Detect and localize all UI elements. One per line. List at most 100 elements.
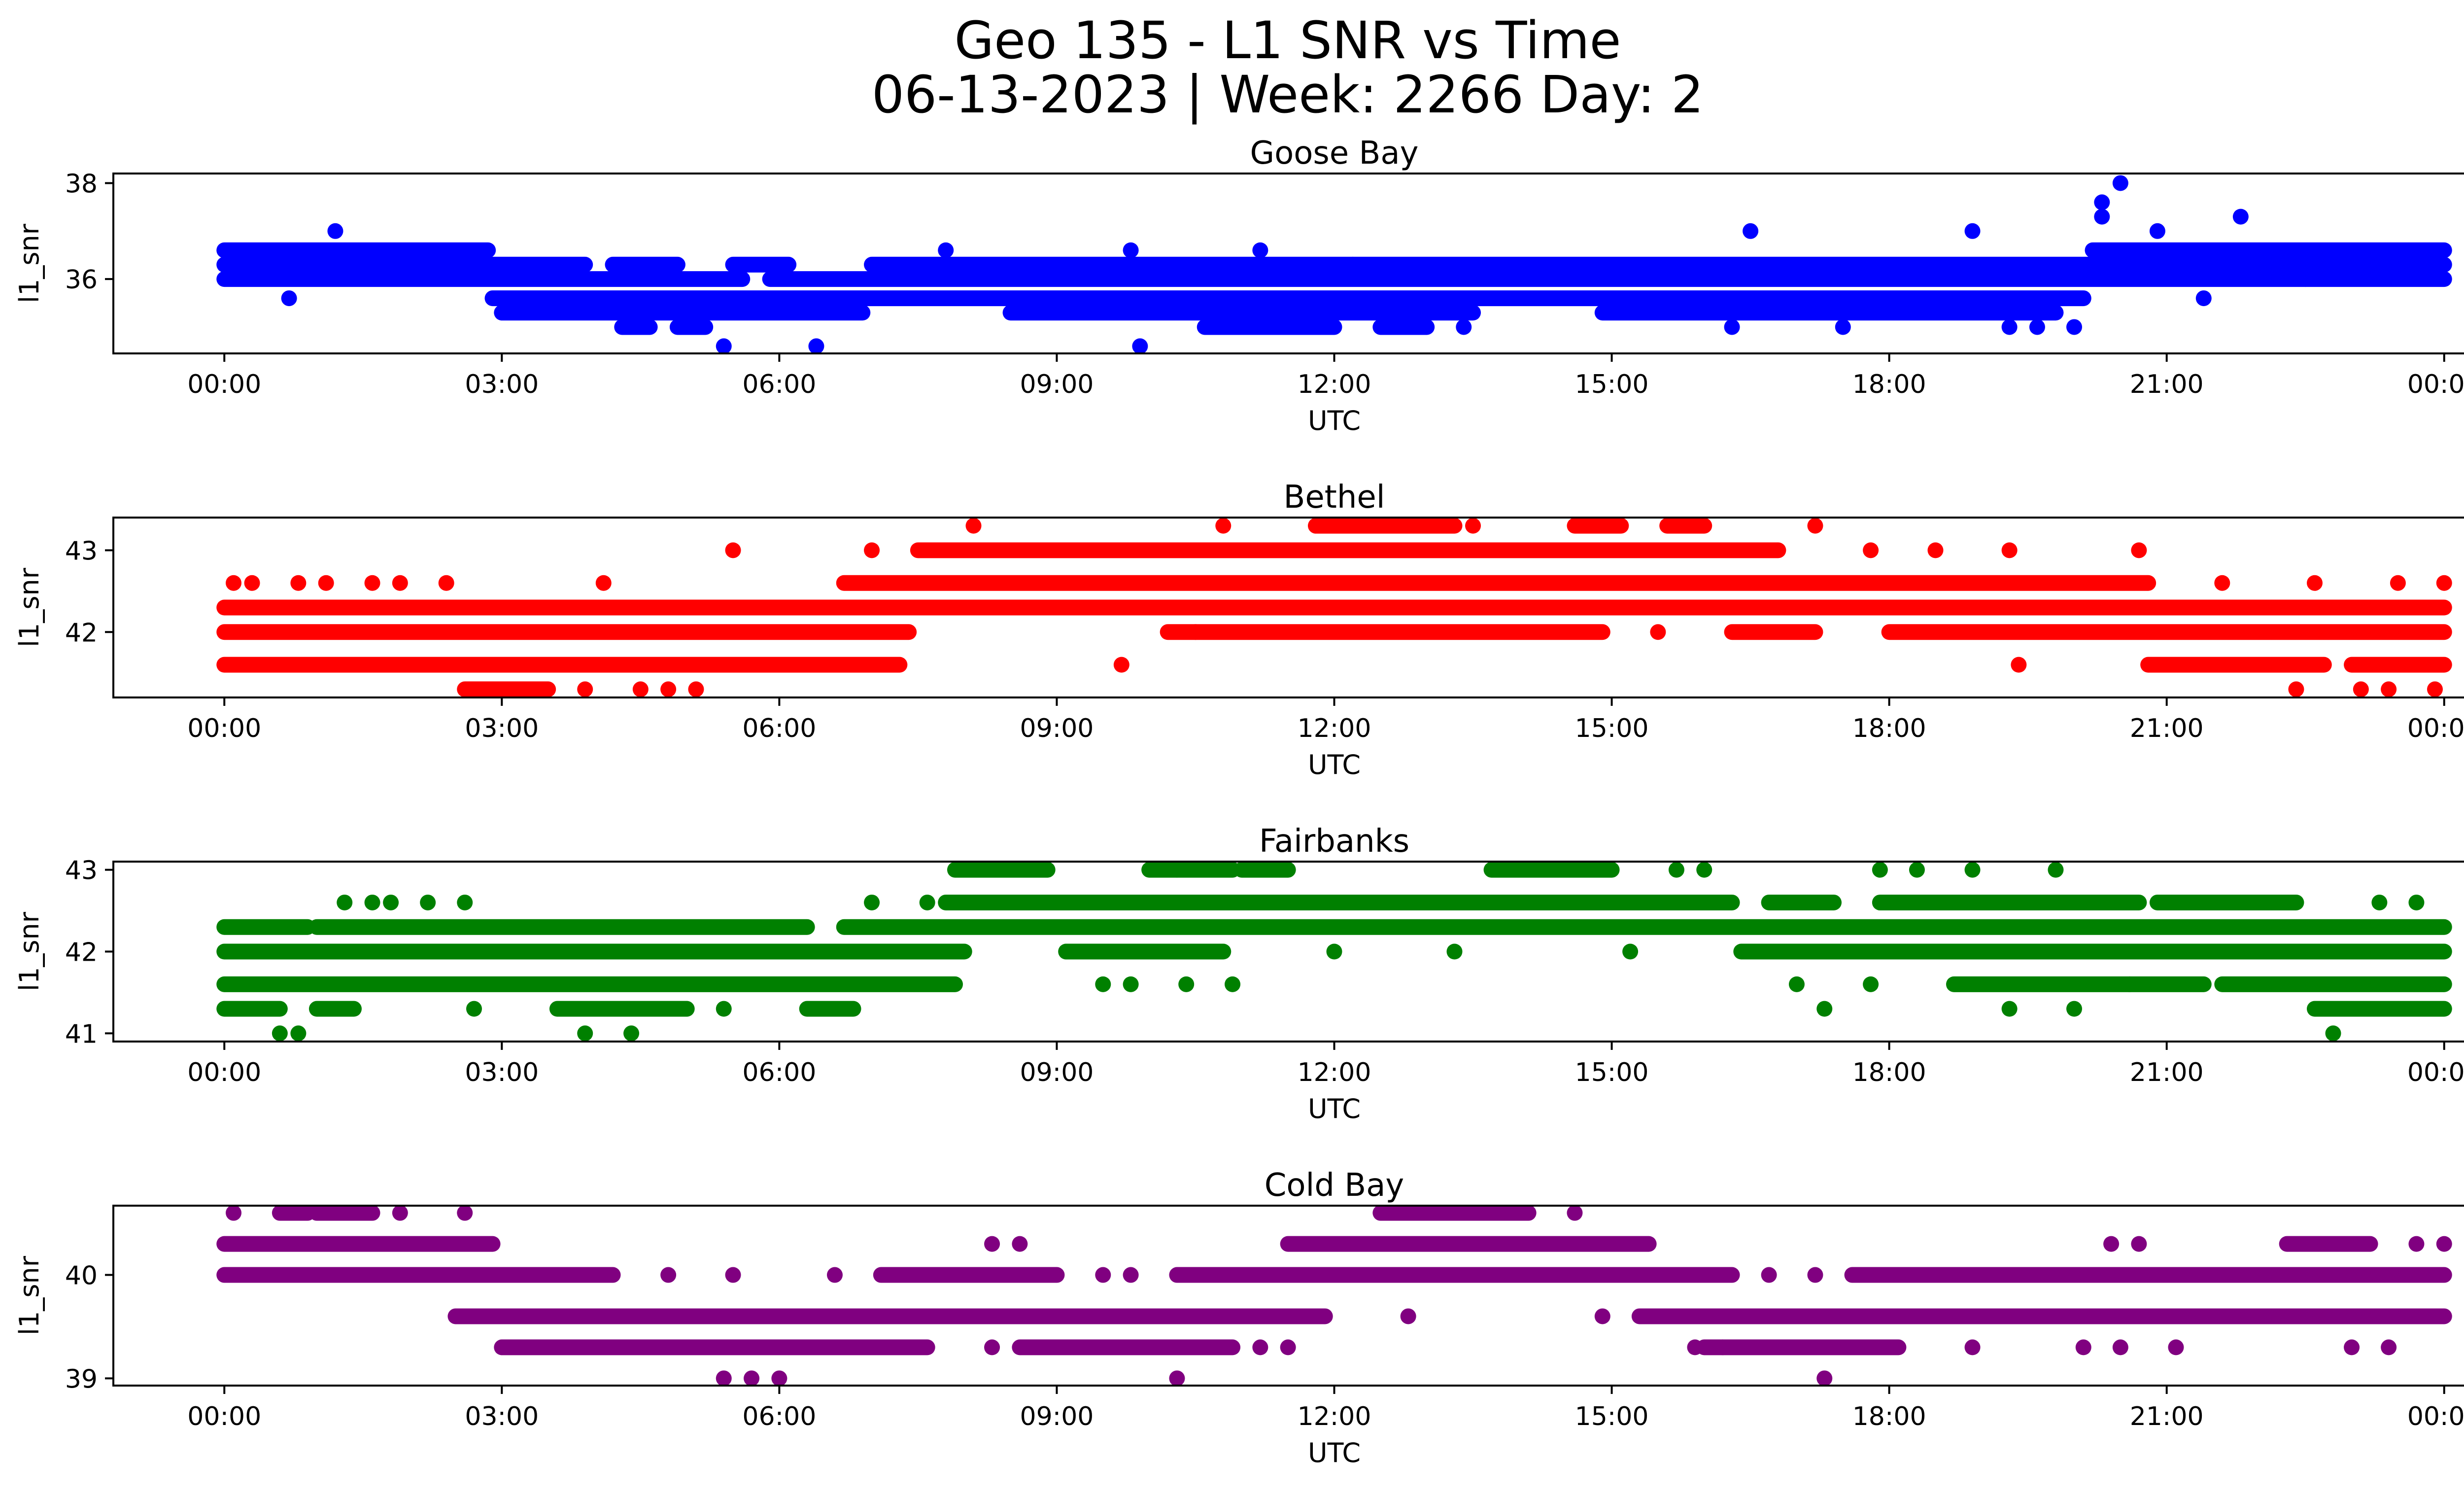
data-point: [864, 894, 880, 910]
data-point: [1761, 1267, 1777, 1283]
y-tick-label: 41: [65, 1019, 98, 1049]
data-point: [1132, 338, 1148, 353]
data-point: [272, 1025, 288, 1042]
data-point: [2001, 1001, 2018, 1017]
data-point: [290, 1025, 307, 1042]
subplot-bethel: Bethel 00:00 03:00 06:00 09:00 12:00 15:00 18:0…: [14, 479, 2464, 780]
data-point: [2149, 223, 2165, 239]
data-point: [1696, 862, 1712, 878]
subplot-title: Bethel: [1283, 479, 1385, 516]
x-tick-label: 15:00: [1575, 714, 1649, 743]
x-tick-label: 12:00: [1298, 714, 1371, 743]
x-axis-label: UTC: [1308, 1437, 1361, 1468]
y-axis-label: l1_snr: [14, 567, 45, 647]
x-tick-label: 09:00: [1020, 714, 1094, 743]
data-point: [392, 1206, 408, 1221]
data-points: [216, 518, 2452, 697]
data-point: [364, 894, 380, 910]
y-tick-label: 43: [65, 856, 98, 886]
data-point: [965, 518, 982, 534]
x-tick-label: 15:00: [1575, 370, 1649, 399]
data-point: [1567, 1206, 1583, 1221]
data-point: [383, 894, 399, 910]
data-point: [1465, 518, 1481, 534]
subplot-goose-bay: Goose Bay 00:00 03:00 06:00 09:00 12:00 15:00 1…: [14, 135, 2464, 436]
data-point: [2436, 575, 2452, 591]
y-axis-label: l1_snr: [14, 223, 45, 303]
data-point: [2344, 1339, 2360, 1356]
data-point: [392, 575, 408, 591]
data-point: [2195, 290, 2212, 307]
data-point: [2232, 209, 2249, 225]
data-point: [364, 575, 380, 591]
data-point: [2001, 542, 2018, 558]
y-tick-label: 42: [65, 938, 98, 968]
data-point: [1474, 599, 1490, 616]
data-point: [1123, 1267, 1139, 1283]
data-point: [2131, 1236, 2147, 1252]
data-point: [2122, 976, 2138, 992]
subplot-title: Fairbanks: [1259, 823, 1409, 860]
data-point: [1835, 319, 1851, 335]
data-point: [808, 338, 824, 353]
data-point: [225, 575, 241, 591]
data-point: [1012, 1236, 1028, 1252]
data-point: [466, 1001, 482, 1017]
x-tick-label: 18:00: [1852, 370, 1926, 399]
data-point: [2066, 1001, 2083, 1017]
x-tick-label: 18:00: [1852, 714, 1926, 743]
x-tick-label: 03:00: [465, 714, 539, 743]
data-point: [1446, 943, 1463, 960]
data-point: [2436, 1236, 2452, 1252]
x-tick-label: 15:00: [1575, 1402, 1649, 1431]
y-axis-label: l1_snr: [14, 1255, 45, 1335]
data-point: [1909, 862, 1925, 878]
data-point: [1169, 1370, 1185, 1386]
x-axis-label: UTC: [1308, 405, 1361, 436]
data-point: [2075, 1339, 2091, 1356]
data-point: [1456, 319, 1472, 335]
y-tick-label: 39: [65, 1364, 98, 1394]
data-point: [1816, 1001, 1833, 1017]
x-tick-label: 15:00: [1575, 1058, 1649, 1087]
figure-subtitle: 06-13-2023 | Week: 2266 Day: 2: [871, 65, 1704, 125]
data-point: [2307, 575, 2323, 591]
x-tick-label: 00:00: [187, 1058, 261, 1087]
data-point: [327, 223, 343, 239]
data-point: [716, 338, 732, 353]
subplot-title: Goose Bay: [1250, 135, 1419, 172]
data-point: [716, 1001, 732, 1017]
data-point: [1123, 242, 1139, 258]
data-point: [2288, 681, 2304, 697]
x-tick-label: 09:00: [1020, 1058, 1094, 1087]
axes-frame: [112, 1205, 2464, 1387]
x-tick-label: 06:00: [742, 714, 816, 743]
data-point: [2408, 894, 2425, 910]
data-point: [2029, 319, 2045, 335]
x-tick-label: 21:00: [2130, 714, 2204, 743]
data-point: [771, 1370, 787, 1386]
data-point: [1400, 1308, 1416, 1324]
data-point: [725, 542, 741, 558]
subplot-cold-bay: Cold Bay 00:00 03:00 06:00 09:00 12:00 15:00 18…: [14, 1167, 2464, 1468]
data-point: [1187, 624, 1203, 640]
data-point: [1225, 976, 1241, 992]
data-point: [2427, 681, 2443, 697]
data-points: [216, 862, 2452, 1042]
data-point: [623, 1025, 640, 1042]
data-point: [2112, 1339, 2128, 1356]
data-point: [318, 575, 334, 591]
data-point: [1345, 256, 1361, 273]
data-point: [919, 894, 935, 910]
data-point: [1724, 319, 1740, 335]
data-point: [632, 681, 649, 697]
data-point: [744, 1370, 760, 1386]
data-points: [216, 175, 2452, 353]
x-tick-label: 03:00: [465, 1058, 539, 1087]
data-point: [2381, 1339, 2397, 1356]
data-point: [595, 575, 612, 591]
data-point: [1095, 1267, 1111, 1283]
data-point: [577, 681, 593, 697]
x-tick-label: 06:00: [742, 1058, 816, 1087]
